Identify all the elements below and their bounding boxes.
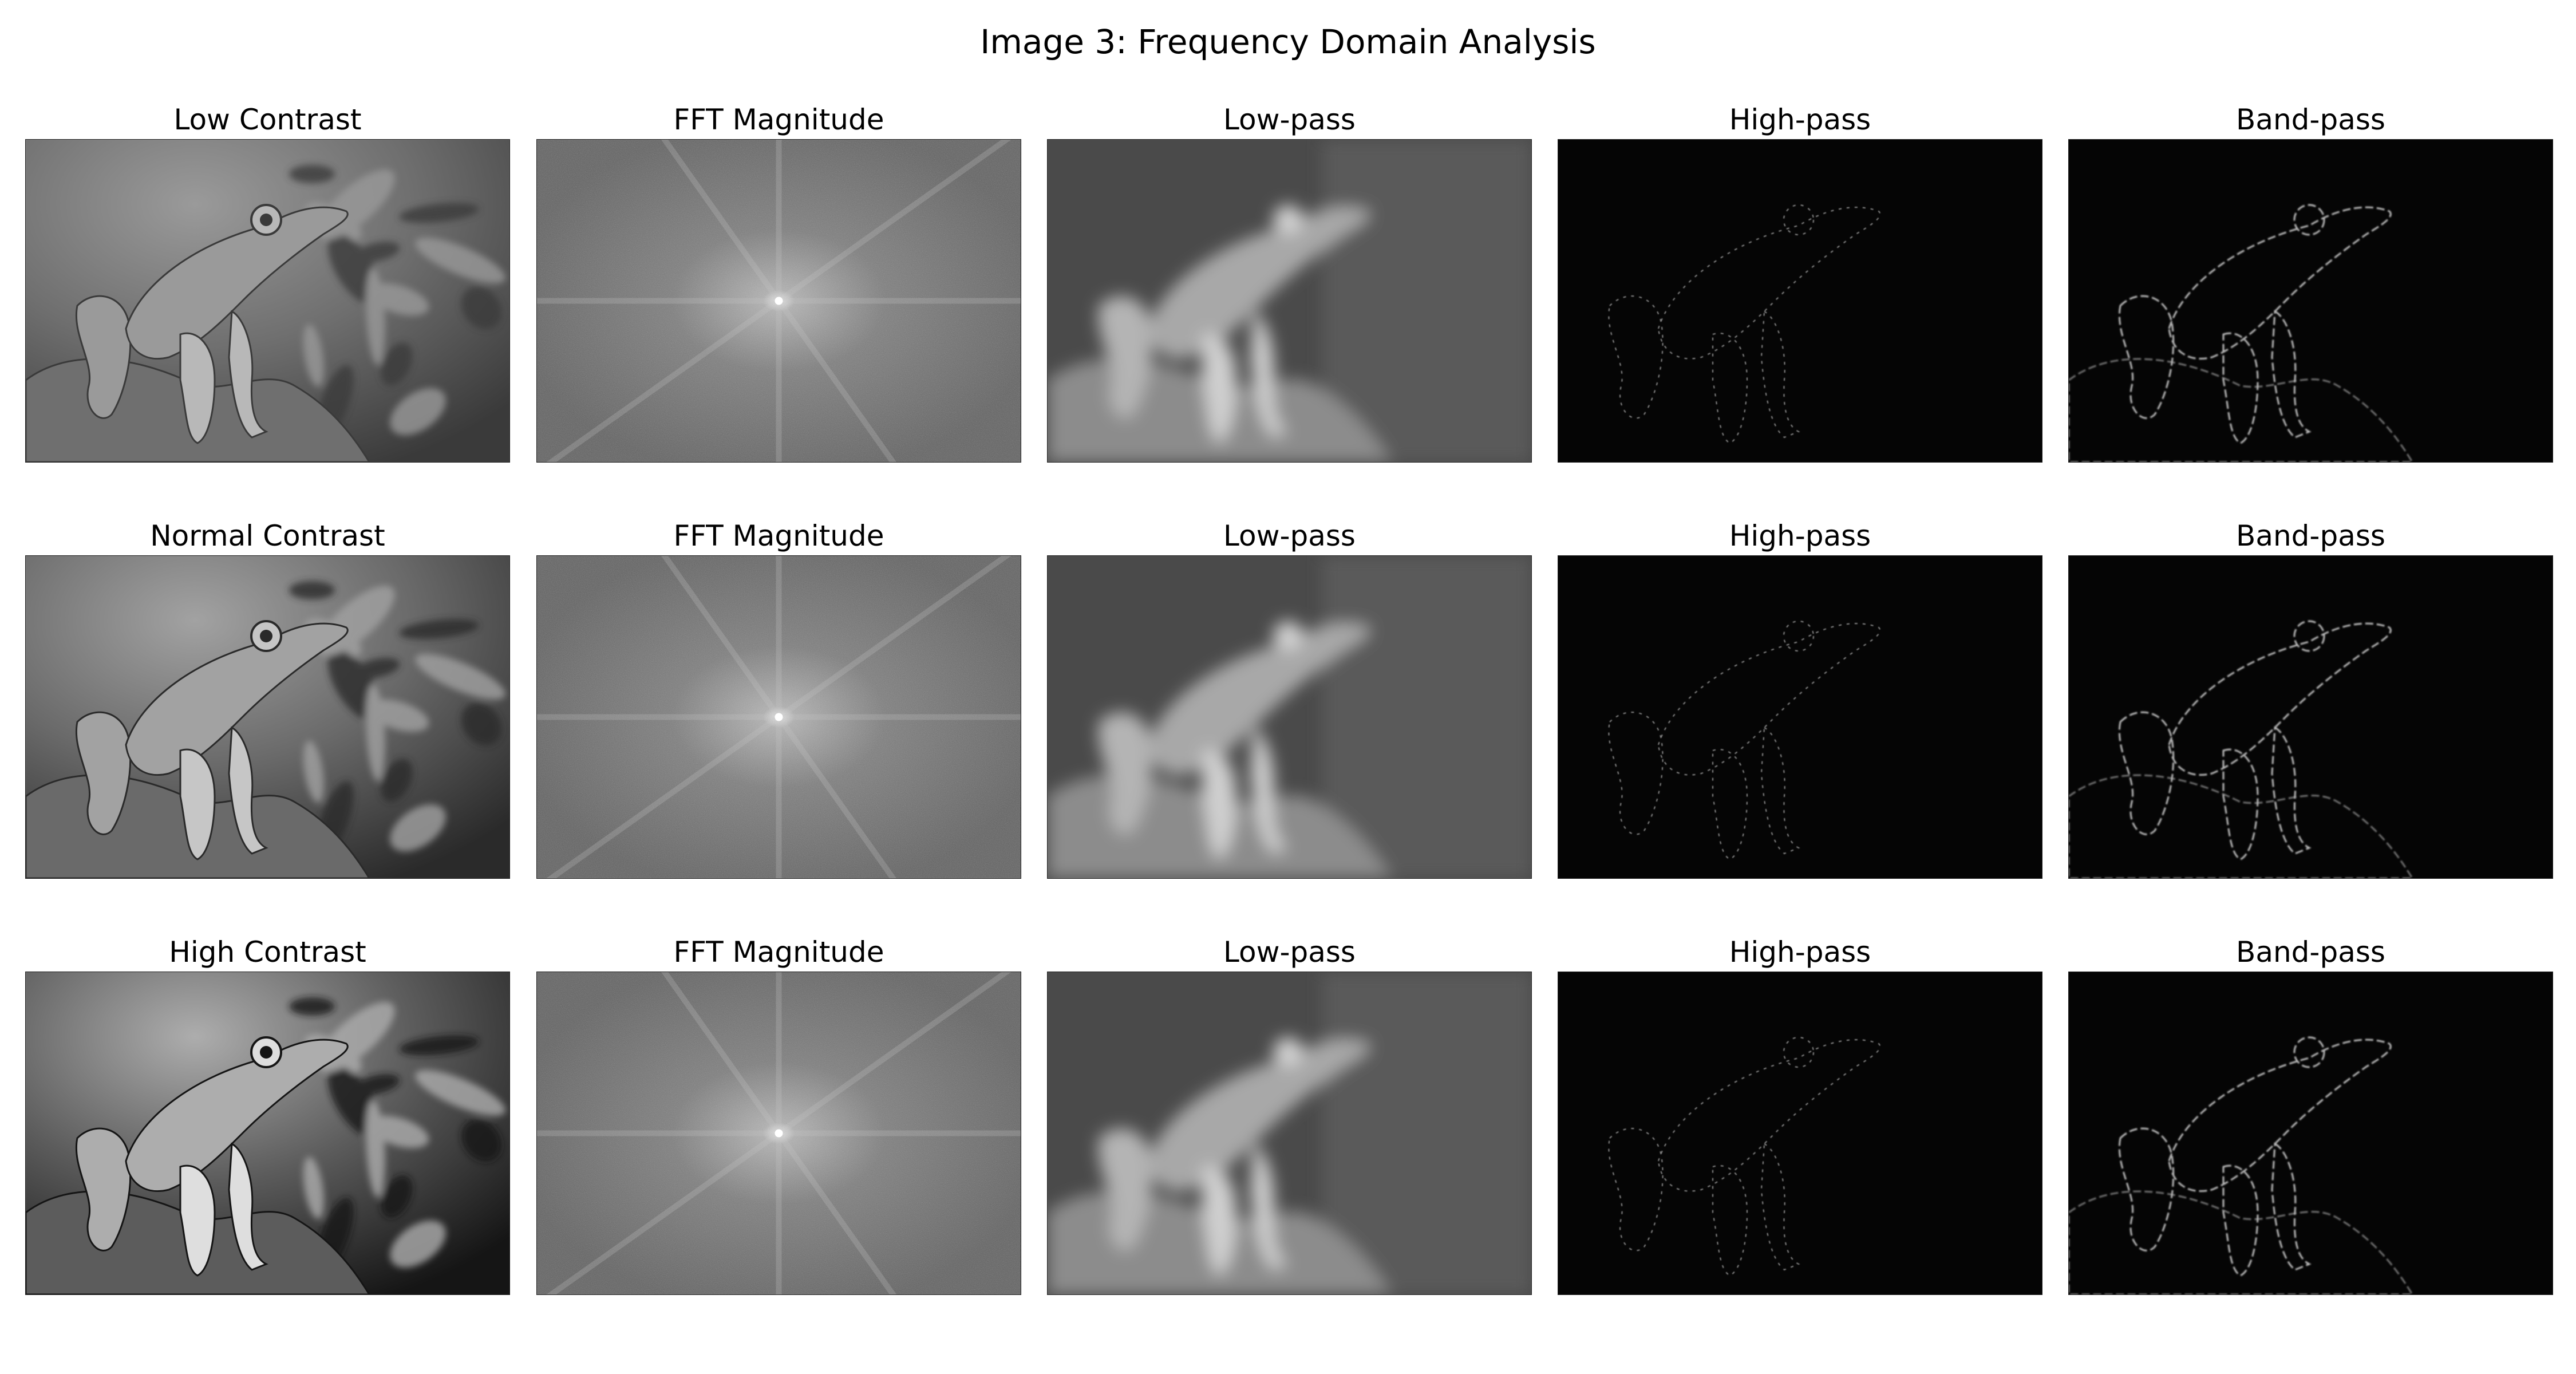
panel-image bbox=[2068, 555, 2553, 879]
panel-image bbox=[1047, 139, 1532, 463]
fft-image bbox=[537, 972, 1021, 1294]
panel-title: High-pass bbox=[1729, 103, 1871, 136]
highpass-image bbox=[1558, 556, 2042, 878]
panel-image bbox=[536, 139, 1021, 463]
lowpass-image bbox=[1048, 556, 1531, 878]
panel-image bbox=[1558, 139, 2042, 463]
panel-title: Low-pass bbox=[1223, 519, 1356, 552]
panel-title: FFT Magnitude bbox=[673, 519, 884, 552]
image-image bbox=[26, 972, 509, 1294]
panel-image bbox=[2068, 139, 2553, 463]
panel-image bbox=[1558, 555, 2042, 879]
fft-image bbox=[537, 140, 1021, 462]
panel-image bbox=[25, 139, 510, 463]
panel-title: High-pass bbox=[1729, 519, 1871, 552]
panel-image bbox=[1047, 972, 1532, 1295]
highpass-image bbox=[1558, 972, 2042, 1294]
panel-title: Band-pass bbox=[2236, 103, 2385, 136]
panel-image bbox=[1558, 972, 2042, 1295]
panel-title: FFT Magnitude bbox=[673, 935, 884, 969]
panel-title: Band-pass bbox=[2236, 935, 2385, 969]
panel-image bbox=[536, 555, 1021, 879]
fft-image bbox=[537, 556, 1021, 878]
lowpass-image bbox=[1048, 140, 1531, 462]
panel-image bbox=[536, 972, 1021, 1295]
lowpass-image bbox=[1048, 972, 1531, 1294]
panel-image bbox=[25, 972, 510, 1295]
image-image bbox=[26, 556, 509, 878]
panel-title: High Contrast bbox=[169, 935, 366, 969]
panel-title: Low Contrast bbox=[173, 103, 362, 136]
panel-title: High-pass bbox=[1729, 935, 1871, 969]
panel-title: Low-pass bbox=[1223, 935, 1356, 969]
panel-image bbox=[1047, 555, 1532, 879]
panel-title: Band-pass bbox=[2236, 519, 2385, 552]
panel-title: Normal Contrast bbox=[150, 519, 385, 552]
highpass-image bbox=[1558, 140, 2042, 462]
bandpass-image bbox=[2069, 556, 2553, 878]
bandpass-image bbox=[2069, 972, 2553, 1294]
panel-image bbox=[25, 555, 510, 879]
bandpass-image bbox=[2069, 140, 2553, 462]
image-image bbox=[26, 140, 509, 462]
panel-image bbox=[2068, 972, 2553, 1295]
panel-title: FFT Magnitude bbox=[673, 103, 884, 136]
figure-title: Image 3: Frequency Domain Analysis bbox=[980, 22, 1596, 61]
panel-title: Low-pass bbox=[1223, 103, 1356, 136]
